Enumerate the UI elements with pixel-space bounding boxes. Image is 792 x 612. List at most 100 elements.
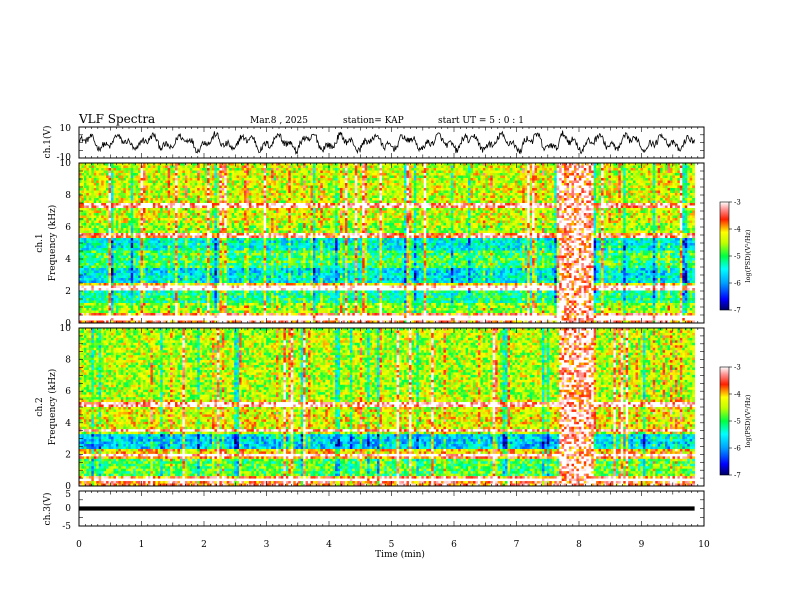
spectrogram-cell — [130, 190, 134, 194]
spectrogram-cell — [113, 203, 117, 206]
spectrogram-cell — [118, 210, 122, 214]
spectrogram-cell — [231, 163, 235, 166]
spectrogram-cell — [253, 185, 257, 189]
spectrogram-cell — [532, 175, 535, 179]
spectrogram-cell — [288, 180, 292, 184]
spectrogram-cell — [108, 168, 112, 171]
spectrogram-cell — [367, 190, 370, 194]
spectrogram-cell — [118, 200, 122, 204]
spectrogram-cell — [372, 183, 375, 186]
spectrogram-cell — [384, 170, 388, 174]
spectrogram-cell — [194, 178, 198, 181]
spectrogram-cell — [509, 175, 513, 179]
spectrogram-cell — [253, 175, 257, 179]
spectrogram-cell — [687, 200, 691, 204]
spectrogram-cell — [209, 185, 213, 189]
spectrogram-cell — [211, 170, 215, 174]
spectrogram-cell — [443, 193, 447, 196]
spectrogram-cell — [519, 203, 523, 206]
spectrogram-cell — [677, 193, 681, 196]
spectrogram-cell — [509, 165, 513, 169]
spectrogram-cell — [544, 190, 548, 194]
spectrogram-cell — [541, 168, 545, 171]
spectrogram-cell — [229, 165, 233, 169]
spectrogram-cell — [312, 163, 316, 166]
spectrogram-cell — [455, 203, 459, 206]
spectrogram-cell — [436, 208, 439, 211]
spectrogram-cell — [426, 205, 430, 209]
spectrogram-cell — [566, 185, 570, 189]
spectrogram-cell — [234, 168, 237, 171]
spectrogram-cell — [216, 193, 220, 196]
spectrogram-cell — [601, 165, 604, 169]
spectrogram-cell — [273, 180, 277, 184]
spectrogram-cell — [118, 165, 122, 169]
spectrogram-cell — [231, 193, 235, 196]
spectrogram-cell — [541, 178, 545, 181]
spectrogram-cell — [662, 188, 666, 191]
spectrogram-cell — [79, 190, 82, 194]
spectrogram-cell — [647, 168, 651, 171]
spectrogram-cell — [310, 203, 314, 206]
spectrogram-cell — [374, 203, 378, 206]
spectrogram-cell — [379, 203, 383, 206]
spectrogram-cell — [128, 193, 132, 196]
spectrogram-cell — [246, 170, 250, 174]
spectrogram-cell — [440, 173, 444, 176]
spectrogram-cell — [608, 185, 612, 189]
spectrogram-cell — [167, 200, 171, 204]
spectrogram-cell — [170, 180, 173, 184]
spectrogram-cell — [209, 168, 213, 171]
spectrogram-cell — [544, 178, 548, 181]
spectrogram-cell — [155, 208, 159, 211]
spectrogram-cell — [408, 190, 412, 194]
spectrogram-cell — [283, 165, 287, 169]
spectrogram-cell — [340, 188, 343, 191]
spectrogram-cell — [162, 198, 166, 201]
spectrogram-cell — [406, 190, 410, 194]
spectrogram-cell — [369, 165, 373, 169]
spectrogram-cell — [463, 173, 467, 176]
spectrogram-cell — [337, 170, 341, 174]
spectrogram-cell — [327, 190, 331, 194]
spectrogram-cell — [576, 200, 580, 204]
spectrogram-cell — [165, 168, 169, 171]
spectrogram-cell — [167, 190, 171, 194]
spectrogram-cell — [618, 188, 622, 191]
spectrogram-cell — [549, 173, 553, 176]
spectrogram-cell — [187, 203, 191, 206]
spectrogram-cell — [394, 195, 398, 199]
spectrogram-cell — [514, 203, 518, 206]
spectrogram-cell — [347, 178, 351, 181]
spectrogram-cell — [347, 175, 351, 179]
spectrogram-cell — [394, 183, 398, 186]
spectrogram-cell — [411, 185, 415, 189]
spectrogram-cell — [305, 195, 309, 199]
spectrogram-cell — [147, 163, 151, 166]
spectrogram-cell — [91, 208, 95, 211]
spectrogram-cell — [229, 205, 233, 209]
spectrogram-cell — [271, 200, 274, 204]
spectrogram-cell — [278, 185, 282, 189]
spectrogram-cell — [283, 180, 287, 184]
spectrogram-cell — [187, 188, 191, 191]
spectrogram-cell — [642, 170, 646, 174]
spectrogram-cell — [665, 190, 668, 194]
spectrogram-cell — [133, 198, 137, 201]
spectrogram-cell — [175, 190, 178, 194]
spectrogram-cell — [601, 163, 604, 166]
spectrogram-cell — [243, 165, 247, 169]
spectrogram-cell — [280, 175, 284, 179]
spectrogram-cell — [490, 193, 494, 196]
spectrogram-cell — [258, 173, 262, 176]
spectrogram-cell — [263, 188, 267, 191]
spectrogram-cell — [342, 165, 346, 169]
spectrogram-cell — [399, 190, 402, 194]
spectrogram-cell — [197, 188, 201, 191]
spectrogram-cell — [662, 203, 666, 206]
spectrogram-cell — [677, 165, 681, 169]
spectrogram-cell — [263, 165, 267, 169]
spectrogram-cell — [581, 188, 585, 191]
spectrogram-cell — [184, 165, 188, 169]
spectrogram-cell — [96, 173, 100, 176]
